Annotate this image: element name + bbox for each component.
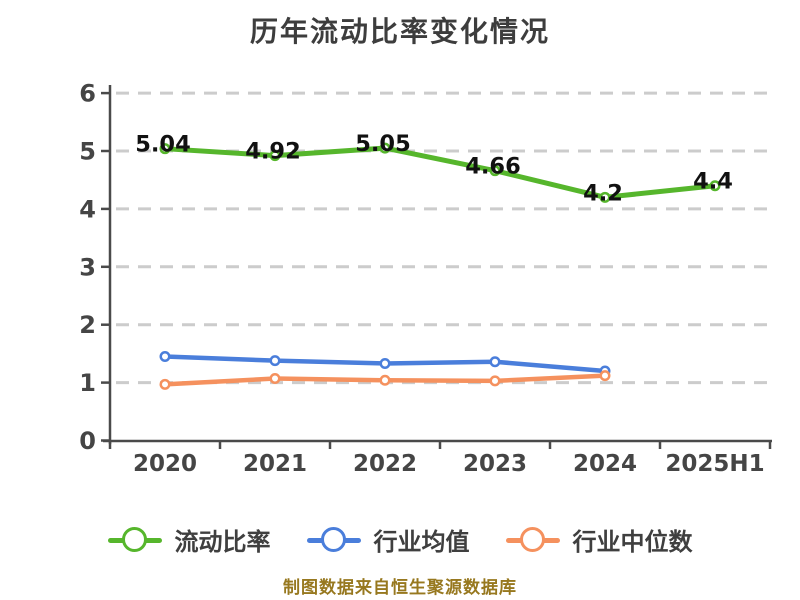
data-value-label: 4.4	[693, 169, 733, 195]
y-tick-label: 5	[79, 138, 96, 166]
x-tick-label: 2025H1	[665, 451, 764, 477]
data-value-label: 5.04	[135, 132, 191, 158]
y-tick-label: 2	[79, 311, 96, 339]
legend-item-label: 行业均值	[373, 528, 470, 556]
legend-item-label: 行业中位数	[572, 528, 693, 556]
data-point-marker	[269, 150, 281, 162]
data-point-marker	[489, 356, 501, 368]
data-point-marker	[159, 378, 171, 390]
legend-item-industry-mean[interactable]: 行业均值	[306, 522, 470, 557]
x-tick-label: 2021	[243, 451, 307, 477]
legend-item-current-ratio[interactable]: 流动比率	[107, 522, 271, 557]
data-point-marker	[599, 370, 611, 382]
y-tick-label: 6	[79, 80, 96, 108]
y-tick-label: 4	[79, 195, 96, 223]
data-point-marker	[159, 143, 171, 155]
data-value-label: 4.2	[583, 180, 623, 206]
legend-item-label: 流动比率	[174, 528, 271, 556]
data-value-label: 4.92	[245, 139, 301, 165]
data-point-marker	[269, 355, 281, 367]
y-tick-label: 0	[79, 427, 96, 455]
data-point-marker	[379, 374, 391, 386]
legend-line-circle-icon	[306, 526, 361, 554]
data-point-marker	[489, 165, 501, 177]
series-line-0	[162, 145, 718, 200]
chart-title: 历年流动比率变化情况	[249, 15, 550, 48]
legend-item-industry-median[interactable]: 行业中位数	[505, 522, 693, 557]
legend-line-circle-icon	[107, 526, 162, 554]
x-tick-label: 2023	[463, 451, 527, 477]
data-point-marker	[159, 351, 171, 363]
chart-legend: 流动比率 行业均值 行业中位数	[0, 522, 800, 557]
source-caption: 制图数据来自恒生聚源数据库	[283, 578, 517, 598]
x-tick-label: 2024	[573, 451, 637, 477]
x-tick-label: 2022	[353, 451, 417, 477]
data-point-marker	[709, 180, 721, 192]
data-point-marker	[379, 357, 391, 369]
y-tick-label: 3	[79, 253, 96, 281]
y-tick-label: 1	[79, 369, 96, 397]
data-value-label: 5.05	[355, 131, 411, 157]
data-point-marker	[599, 191, 611, 203]
data-point-marker	[269, 373, 281, 385]
legend-line-circle-icon	[505, 526, 560, 554]
data-point-marker	[379, 142, 391, 154]
data-value-label: 4.66	[465, 154, 521, 180]
data-point-marker	[489, 375, 501, 387]
x-tick-label: 2020	[133, 451, 197, 477]
